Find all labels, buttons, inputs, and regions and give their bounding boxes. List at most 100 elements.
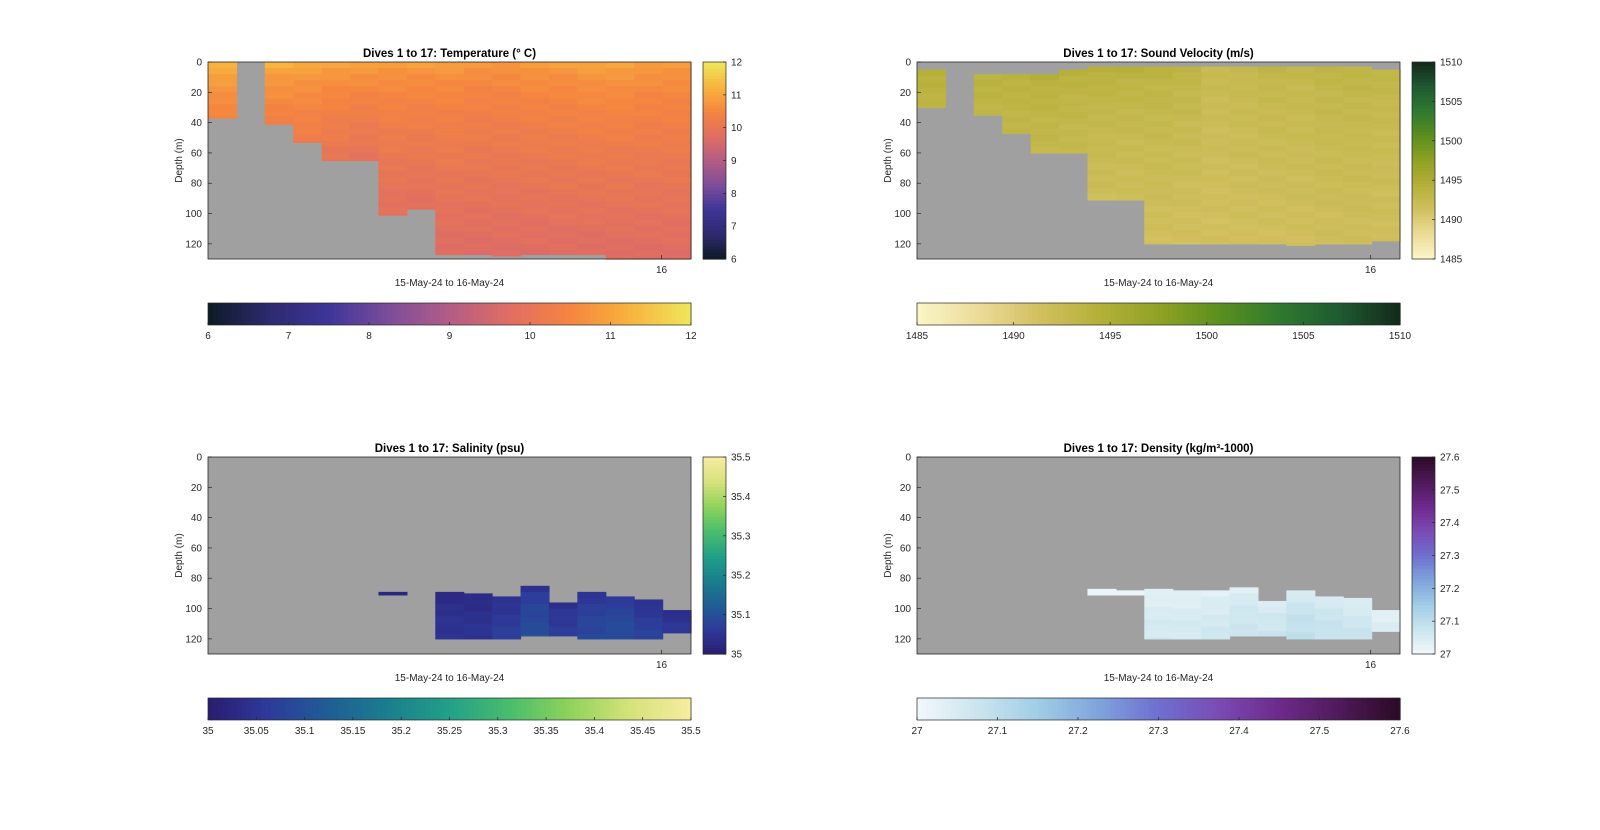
- data-cell: [435, 249, 465, 256]
- colorbar-swatch: [541, 698, 547, 720]
- colorbar-swatch: [1412, 124, 1435, 129]
- dive-column-12: [1229, 66, 1259, 245]
- data-cell: [634, 225, 664, 233]
- data-cell: [1343, 163, 1373, 171]
- colorbar-swatch: [703, 71, 726, 76]
- colorbar-swatch: [703, 650, 726, 655]
- colorbar-swatch: [256, 698, 262, 720]
- colorbar-swatch: [1412, 62, 1435, 66]
- y-tick-label: 100: [185, 209, 202, 220]
- colorbar-swatch: [1412, 473, 1435, 478]
- data-cell: [520, 189, 550, 196]
- colorbar-tick-label: 27.6: [1440, 453, 1460, 464]
- colorbar-swatch: [1412, 130, 1435, 135]
- colorbar-swatch: [1139, 303, 1145, 325]
- data-cell: [548, 219, 578, 227]
- data-cell: [1286, 230, 1316, 237]
- colorbar-swatch: [1298, 303, 1304, 325]
- data-cell: [1286, 102, 1316, 110]
- data-cell: [520, 122, 550, 130]
- data-cell: [634, 213, 664, 221]
- data-cell: [1371, 69, 1401, 77]
- data-cell: [321, 92, 351, 99]
- colorbar-swatch: [1412, 545, 1435, 550]
- colorbar-swatch: [357, 303, 364, 325]
- colorbar-swatch: [703, 167, 726, 171]
- data-cell: [1144, 96, 1174, 104]
- colorbar-swatch: [1206, 303, 1213, 325]
- data-cell: [1172, 169, 1202, 177]
- data-cell: [548, 68, 578, 75]
- colorbar-swatch: [1322, 303, 1329, 325]
- colorbar-swatch: [1110, 303, 1116, 325]
- colorbar-swatch: [1332, 698, 1338, 720]
- data-cell: [1144, 218, 1174, 225]
- data-cell: [1286, 224, 1316, 231]
- data-cell: [1371, 628, 1401, 632]
- data-cell: [1314, 199, 1344, 207]
- data-cell: [577, 603, 607, 611]
- data-cell: [1371, 124, 1401, 131]
- colorbar-swatch: [1168, 698, 1174, 720]
- colorbar-swatch: [1066, 698, 1073, 720]
- y-tick-label: 20: [900, 483, 912, 494]
- colorbar-swatch: [420, 303, 426, 325]
- data-cell: [1286, 175, 1316, 183]
- data-cell: [1286, 169, 1316, 177]
- colorbar-tick-label: 1495: [1440, 176, 1463, 187]
- data-cell: [264, 116, 294, 124]
- data-cell: [1286, 90, 1316, 98]
- data-cell: [634, 92, 664, 99]
- data-cell: [350, 158, 380, 162]
- colorbar-swatch: [1412, 101, 1435, 106]
- data-cell: [520, 183, 550, 190]
- data-cell: [435, 225, 465, 233]
- colorbar-swatch: [1279, 303, 1285, 325]
- colorbar-swatch: [703, 585, 726, 589]
- colorbar-swatch: [362, 698, 368, 720]
- data-cell: [634, 165, 664, 172]
- colorbar-swatch: [703, 107, 726, 112]
- data-cell: [406, 86, 436, 93]
- data-cell: [1371, 184, 1401, 192]
- colorbar-swatch: [608, 303, 615, 325]
- data-cell: [1172, 108, 1202, 116]
- data-cell: [1314, 596, 1344, 604]
- dive-column-9: [1144, 588, 1174, 640]
- colorbar-swatch: [931, 698, 937, 720]
- colorbar-tick-label: 1505: [1292, 331, 1315, 342]
- data-cell: [463, 195, 493, 203]
- data-cell: [520, 98, 550, 106]
- data-cell: [1115, 181, 1145, 189]
- colorbar-swatch: [512, 303, 518, 325]
- data-cell: [548, 98, 578, 106]
- data-cell: [492, 243, 522, 251]
- colorbar-swatch: [703, 571, 726, 576]
- colorbar-swatch: [1412, 239, 1435, 244]
- chart-title: Dives 1 to 17: Temperature (° C): [363, 48, 536, 60]
- data-cell: [1087, 139, 1117, 146]
- data-cell: [548, 171, 578, 178]
- data-cell: [577, 225, 607, 233]
- data-cell: [406, 104, 436, 112]
- colorbar-swatch: [1139, 698, 1145, 720]
- colorbar-swatch: [1274, 303, 1280, 325]
- colorbar-swatch: [1105, 303, 1111, 325]
- data-cell: [1286, 590, 1316, 598]
- colorbar-swatch: [1163, 303, 1169, 325]
- colorbar-swatch: [1032, 303, 1039, 325]
- colorbar-swatch: [1412, 496, 1435, 501]
- data-cell: [1115, 157, 1145, 165]
- colorbar-swatch: [251, 698, 257, 720]
- colorbar-swatch: [531, 698, 538, 720]
- colorbar-swatch: [1259, 698, 1266, 720]
- colorbar-tick-label: 9: [447, 331, 453, 342]
- data-cell: [1314, 212, 1344, 219]
- data-cell: [548, 165, 578, 172]
- dive-column-9: [1144, 66, 1174, 245]
- data-cell: [1286, 133, 1316, 140]
- data-cell: [634, 237, 664, 245]
- data-cell: [406, 165, 436, 172]
- colorbar-swatch: [1216, 698, 1222, 720]
- data-cell: [1115, 151, 1145, 159]
